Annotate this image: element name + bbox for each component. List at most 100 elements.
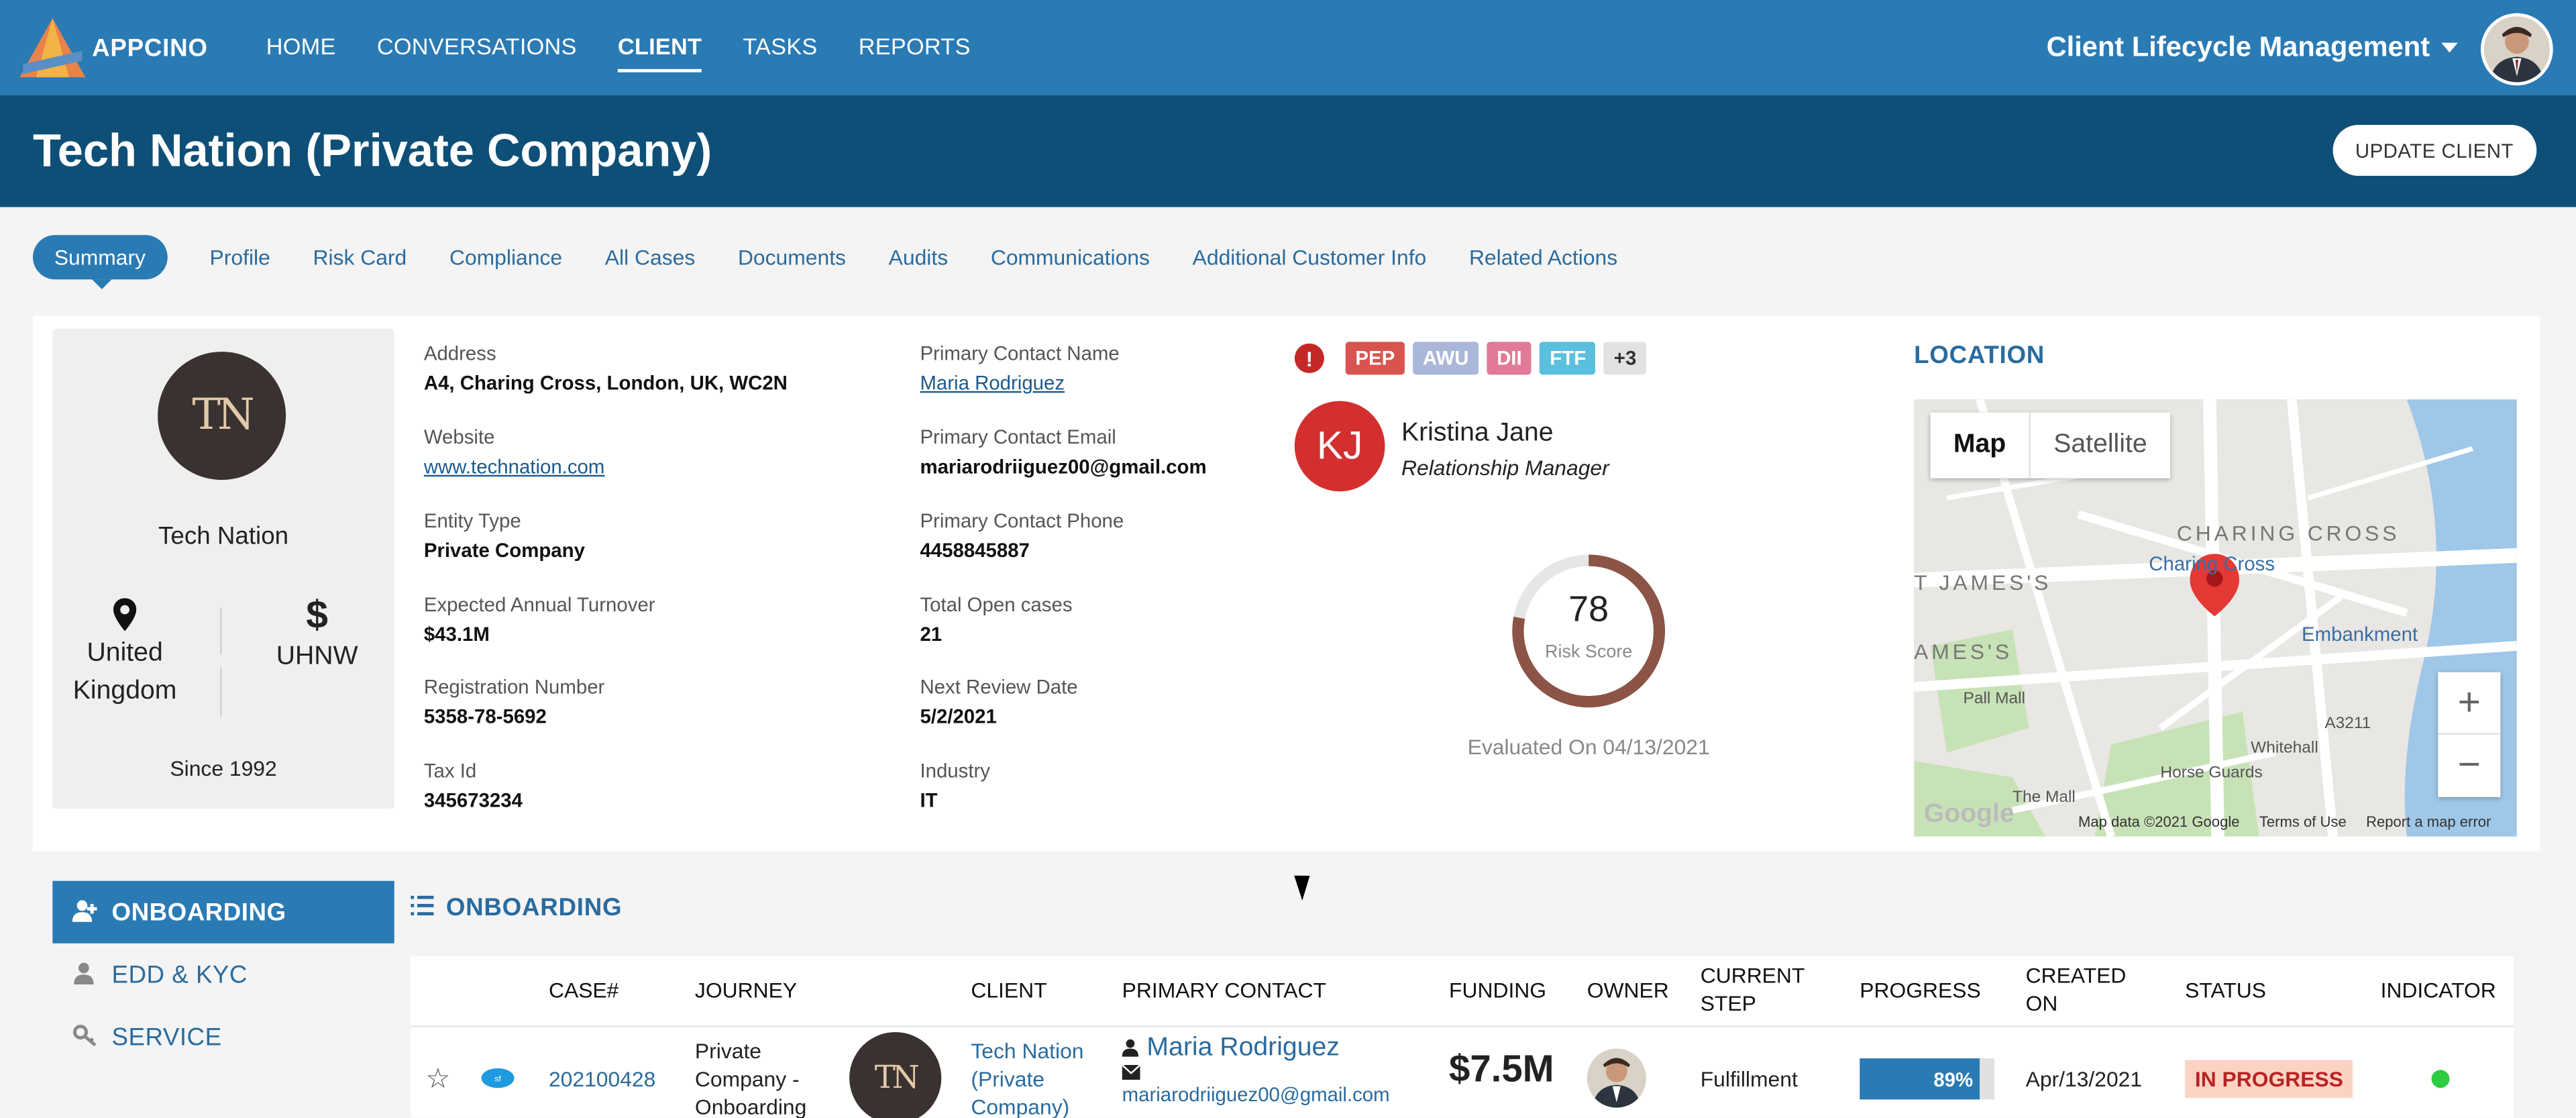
tab-related-actions[interactable]: Related Actions	[1468, 244, 1618, 270]
open-cases-value: 21	[920, 623, 943, 646]
contact-email-link[interactable]: mariarodriiguez00@gmail.com	[1122, 1082, 1390, 1107]
field-label: Next Review Date	[920, 675, 1078, 699]
report-error-link[interactable]: Report a map error	[2366, 813, 2491, 830]
side-item-service[interactable]: SERVICE	[52, 1006, 394, 1068]
star-icon[interactable]: ☆	[425, 1063, 451, 1095]
column-header[interactable]: JOURNEY	[694, 978, 798, 1003]
nav-conversations[interactable]: CONVERSATIONS	[376, 32, 577, 60]
client-since: Since 1992	[170, 756, 277, 781]
badge-awu[interactable]: AWU	[1413, 342, 1479, 375]
column-header[interactable]: CLIENT	[971, 978, 1047, 1003]
zoom-out-button[interactable]: −	[2457, 742, 2481, 788]
relationship-manager-name: Kristina Jane	[1401, 419, 1554, 448]
field-label: Registration Number	[423, 675, 605, 699]
alert-icon[interactable]: !	[1294, 343, 1324, 373]
location-map[interactable]: CHARING CROSS T JAMES'S AMES'S Charing C…	[1914, 399, 2517, 837]
nav-tasks[interactable]: TASKS	[743, 32, 818, 60]
risk-score-label: Risk Score	[1545, 642, 1633, 662]
onboarding-title: ONBOARDING	[445, 894, 623, 922]
tab-summary[interactable]: Summary	[32, 235, 167, 290]
divider	[411, 1025, 2514, 1027]
field-label: Entity Type	[423, 509, 521, 533]
column-header[interactable]: PRIMARY CONTACT	[1122, 978, 1326, 1003]
nav-home[interactable]: HOME	[266, 32, 336, 60]
column-header[interactable]: CASE#	[548, 978, 619, 1003]
update-client-button[interactable]: UPDATE CLIENT	[2332, 125, 2537, 176]
top-navigation: APPCINO HOME CONVERSATIONS CLIENT TASKS …	[0, 0, 2576, 96]
map-tiles: CHARING CROSS T JAMES'S AMES'S Charing C…	[1914, 399, 2517, 837]
envelope-icon	[1122, 1064, 1140, 1080]
nav-reports[interactable]: REPORTS	[858, 32, 971, 60]
user-icon	[1122, 1039, 1139, 1057]
main-nav: HOME CONVERSATIONS CLIENT TASKS REPORTS	[266, 23, 1012, 72]
owner-avatar[interactable]	[1587, 1048, 1646, 1108]
nav-client[interactable]: CLIENT	[617, 23, 702, 72]
entity-type-field: Entity Type Private Company	[424, 509, 585, 562]
caret-down-icon	[2441, 42, 2458, 53]
risk-evaluated-date: Evaluated On 04/13/2021	[1467, 734, 1710, 760]
map-label: AMES'S	[1914, 640, 2012, 664]
badge-dii[interactable]: DII	[1487, 342, 1532, 375]
user-avatar[interactable]	[2480, 13, 2553, 86]
website-link[interactable]: www.technation.com	[423, 455, 605, 478]
tab-additional-customer-info[interactable]: Additional Customer Info	[1192, 244, 1427, 270]
client-link[interactable]: Tech Nation (Private Company)	[971, 1037, 1102, 1118]
map-label: T JAMES'S	[1914, 570, 2051, 595]
map-type-toggle: Map Satellite	[1930, 412, 2170, 478]
terms-link[interactable]: Terms of Use	[2259, 813, 2347, 830]
side-item-edd-kyc[interactable]: EDD & KYC	[52, 944, 394, 1006]
salesforce-icon[interactable]: sf	[480, 1065, 516, 1090]
created-on-value: Apr/13/2021	[2025, 1066, 2143, 1092]
column-header[interactable]: OWNER	[1587, 978, 1669, 1003]
column-header[interactable]: CREATED ON	[2025, 963, 2127, 1016]
list-icon	[411, 895, 434, 916]
primary-contact-link[interactable]: Maria Rodriguez	[920, 371, 1065, 395]
status-indicator-dot	[2431, 1070, 2450, 1088]
map-view-button[interactable]: Map	[1953, 430, 2006, 459]
column-header[interactable]: FUNDING	[1449, 978, 1547, 1003]
badge-pep[interactable]: PEP	[1345, 342, 1405, 375]
badge-ftf[interactable]: FTF	[1540, 342, 1596, 375]
location-line-2: Kingdom	[72, 676, 177, 705]
side-item-onboarding[interactable]: ONBOARDING	[52, 880, 394, 944]
client-line: Company)	[971, 1095, 1070, 1118]
primary-contact-name-field: Primary Contact Name Maria Rodriguez	[920, 342, 1119, 394]
tab-all-cases[interactable]: All Cases	[604, 244, 696, 270]
svg-text:sf: sf	[494, 1074, 501, 1083]
owner-avatar-image	[1592, 1058, 1641, 1108]
divider	[220, 667, 222, 717]
contact-email-row	[1122, 1064, 1434, 1080]
column-header[interactable]: STATUS	[2185, 978, 2267, 1003]
map-label: Horse Guards	[2160, 763, 2262, 781]
tab-documents[interactable]: Documents	[737, 244, 846, 270]
tab-compliance[interactable]: Compliance	[449, 244, 563, 270]
contact-name-link[interactable]: Maria Rodriguez	[1146, 1033, 1340, 1062]
tab-communications[interactable]: Communications	[990, 244, 1150, 270]
badge-more[interactable]: +3	[1604, 342, 1647, 375]
case-number-link[interactable]: 202100428	[548, 1066, 656, 1092]
relationship-manager-avatar: KJ	[1294, 401, 1385, 492]
satellite-view-button[interactable]: Satellite	[2029, 412, 2170, 478]
column-header[interactable]: PROGRESS	[1860, 978, 1981, 1003]
app-switcher-dropdown[interactable]: Client Lifecycle Management	[2047, 32, 2458, 64]
case-type-nav: ONBOARDING EDD & KYC SERVICE	[52, 880, 394, 1068]
tab-risk-card[interactable]: Risk Card	[313, 244, 407, 270]
next-review-value: 5/2/2021	[920, 705, 997, 728]
relationship-manager-role: Relationship Manager	[1401, 455, 1609, 480]
divider	[220, 608, 222, 654]
location-title: LOCATION	[1914, 342, 2045, 370]
tab-profile[interactable]: Profile	[209, 244, 270, 270]
side-item-label: ONBOARDING	[111, 898, 286, 927]
journey-cell: Private Company - Onboarding	[695, 1037, 843, 1118]
zoom-in-button[interactable]: +	[2438, 672, 2501, 735]
open-cases-field: Total Open cases 21	[920, 593, 1072, 646]
status-badge: IN PROGRESS	[2185, 1060, 2353, 1098]
user-plus-icon	[72, 898, 112, 926]
column-header[interactable]: CURRENT STEP	[1700, 963, 1805, 1016]
appcino-logo[interactable]: APPCINO	[16, 15, 262, 81]
column-header[interactable]: INDICATOR	[2380, 978, 2496, 1003]
address-field: Address A4, Charing Cross, London, UK, W…	[424, 342, 788, 394]
funding-value: $7.5M	[1449, 1047, 1554, 1090]
tab-audits[interactable]: Audits	[888, 244, 949, 270]
tax-id-field: Tax Id 345673234	[424, 759, 523, 811]
